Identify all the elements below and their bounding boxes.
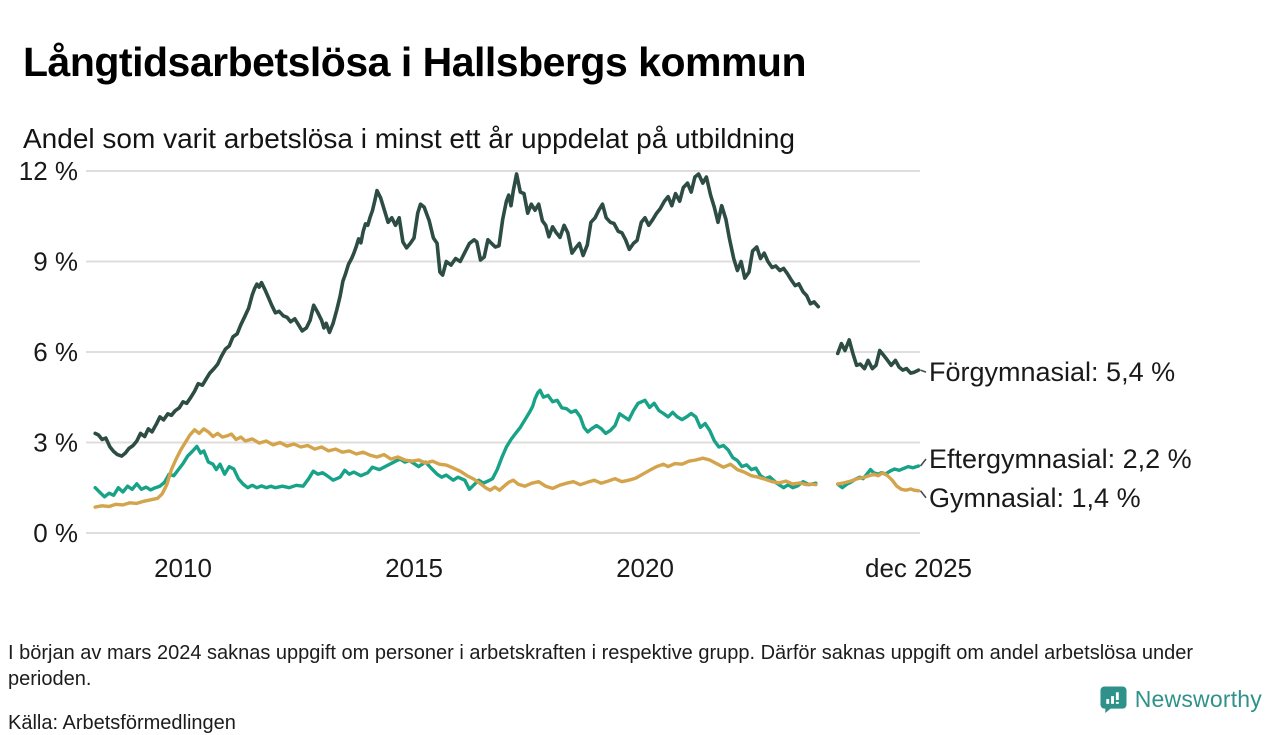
y-tick-label: 6 % <box>33 337 78 367</box>
page-title: Långtidsarbetslösa i Hallsbergs kommun <box>23 39 806 86</box>
series-end-label-eftergymnasial: Eftergymnasial: 2,2 % <box>929 444 1192 474</box>
x-tick-label: dec 2025 <box>865 553 972 583</box>
y-tick-label: 3 % <box>33 427 78 457</box>
series-line-forgymnasial <box>835 338 921 375</box>
x-tick-label: 2020 <box>616 553 674 583</box>
label-connector-gymnasial <box>919 490 927 499</box>
label-connector-forgymnasial <box>920 369 927 373</box>
x-tick-label: 2010 <box>154 553 212 583</box>
newsworthy-logo: Newsworthy <box>1100 686 1262 713</box>
page-subtitle: Andel som varit arbetslösa i minst ett å… <box>23 123 795 154</box>
series-line-forgymnasial <box>93 172 821 458</box>
chart-area: 0 % 3 % 6 % 9 % 12 % 2010 2015 2020 dec 2025 Förg… <box>19 156 1192 583</box>
bar-chart-speech-bubble-icon <box>1100 686 1127 713</box>
y-tick-label: 0 % <box>33 518 78 548</box>
footnote: I början av mars 2024 saknas uppgift om … <box>8 642 1194 690</box>
y-tick-label: 12 % <box>19 156 78 186</box>
series-line-gymnasial <box>836 471 921 493</box>
y-tick-label: 9 % <box>33 246 78 276</box>
series-line-eftergymnasial <box>93 388 818 499</box>
series-end-label-forgymnasial: Förgymnasial: 5,4 % <box>929 357 1175 387</box>
source-note: Källa: Arbetsförmedlingen <box>8 712 236 734</box>
x-tick-label: 2015 <box>385 553 443 583</box>
series-end-label-gymnasial: Gymnasial: 1,4 % <box>929 483 1141 513</box>
newsworthy-logo-text: Newsworthy <box>1134 686 1262 712</box>
label-connector-eftergymnasial <box>919 458 927 467</box>
series-line-gymnasial <box>93 427 818 509</box>
